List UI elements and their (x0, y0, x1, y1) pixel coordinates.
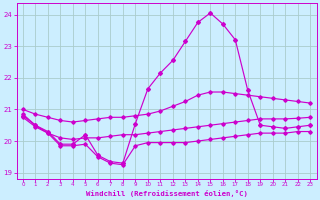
X-axis label: Windchill (Refroidissement éolien,°C): Windchill (Refroidissement éolien,°C) (86, 190, 248, 197)
